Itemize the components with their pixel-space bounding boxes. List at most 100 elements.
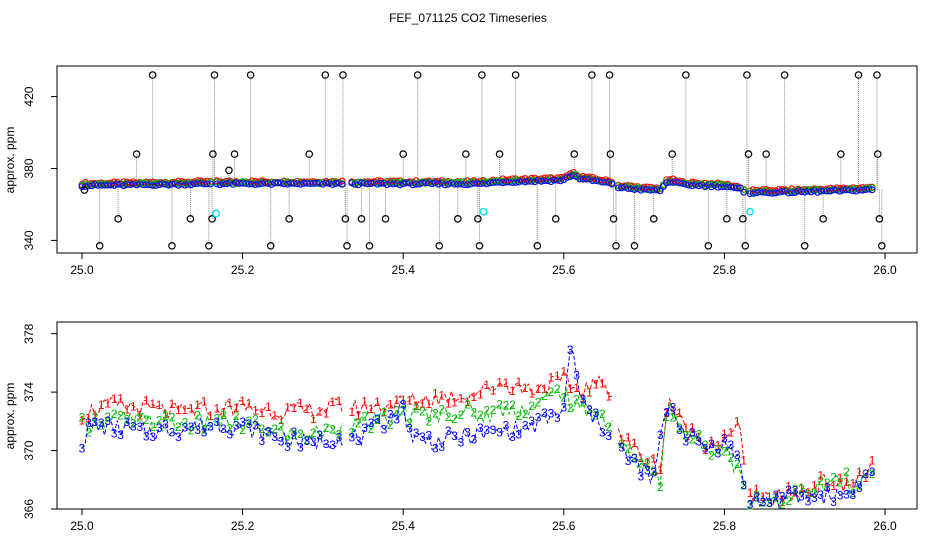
- series-point-3: 3: [638, 469, 645, 483]
- series-point-1: 1: [483, 378, 490, 392]
- series-point-2: 2: [792, 482, 799, 496]
- data-point: [692, 181, 699, 189]
- series-point-1: 1: [593, 378, 600, 392]
- series-point-2: 2: [638, 456, 645, 470]
- series-point-2: 2: [727, 451, 734, 465]
- series-point-1: 1: [702, 443, 709, 457]
- series-point-2: 2: [695, 427, 702, 441]
- series-point-2: 2: [471, 405, 478, 419]
- data-point: [868, 184, 876, 192]
- series-point-2: 2: [458, 408, 465, 422]
- spike-point: [800, 242, 809, 250]
- spike-point: [208, 215, 216, 223]
- bottom-panel: 1 1 11 1 1 11 111 1 111 1 1 1 1 111 11 11 1 1 1 11 11 1 1 111 11…: [3, 321, 918, 533]
- series-point-1: 1: [451, 396, 458, 410]
- series-point-2: 2: [278, 420, 285, 434]
- bottom-y-axis-label: approx. ppm: [3, 383, 17, 450]
- x-tick-label: 25.4: [392, 263, 416, 277]
- data-point: [216, 178, 224, 186]
- series-point-2: 2: [149, 420, 156, 434]
- data-point: [226, 179, 234, 187]
- series-point-3: 3: [323, 437, 330, 451]
- series-point-1: 1: [438, 388, 445, 402]
- series-point-2: 2: [464, 397, 471, 411]
- series-point-3: 3: [181, 421, 188, 435]
- series-point-2: 2: [426, 414, 433, 428]
- series-point-2: 2: [303, 433, 310, 447]
- series-point-2: 2: [772, 490, 779, 504]
- series-point-2: 2: [445, 410, 452, 424]
- series-point-1: 1: [130, 399, 137, 413]
- data-point: [348, 179, 356, 187]
- series-point-3: 3: [798, 490, 805, 504]
- spike-point: [305, 150, 314, 158]
- series-point-3: 3: [413, 426, 420, 440]
- series-point-2: 2: [721, 445, 728, 459]
- series-point-1: 1: [201, 394, 208, 408]
- spike-point: [341, 215, 350, 223]
- spike-point: [609, 215, 618, 223]
- series-point-2: 2: [824, 476, 831, 490]
- series-point-3: 3: [605, 429, 612, 443]
- series-point-2: 2: [438, 403, 445, 417]
- spike-point: [230, 150, 239, 158]
- x-tick-label: 26.0: [873, 263, 897, 277]
- x-tick-label: 25.0: [70, 263, 94, 277]
- series-point-2: 2: [156, 413, 163, 427]
- series-point-2: 2: [451, 412, 458, 426]
- series-point-1: 1: [599, 377, 606, 391]
- series-point-1: 1: [98, 398, 105, 412]
- data-point: [155, 179, 163, 186]
- data-point: [467, 178, 475, 186]
- series-point-1: 1: [727, 426, 734, 440]
- series-point-2: 2: [560, 390, 567, 404]
- series-point-3: 3: [92, 415, 99, 429]
- x-tick-label: 25.6: [552, 263, 576, 277]
- y-tick-label: 370: [22, 440, 36, 460]
- data-point: [602, 178, 610, 186]
- spike-point: [744, 150, 753, 158]
- y-tick-label: 380: [22, 158, 36, 178]
- series-point-1: 1: [766, 490, 773, 504]
- data-point: [332, 178, 340, 186]
- series-point-2: 2: [657, 480, 664, 494]
- series-point-3: 3: [509, 430, 516, 444]
- y-tick-label: 366: [22, 499, 36, 519]
- x-tick-label: 25.0: [70, 519, 94, 533]
- spike-point: [321, 71, 330, 79]
- top-y-axis: 340 380 420: [22, 86, 57, 250]
- data-point: [300, 179, 308, 187]
- series-point-3: 3: [785, 483, 792, 497]
- series-point-2: 2: [406, 416, 413, 430]
- series-point-3: 3: [451, 429, 458, 443]
- series-point-2: 2: [747, 498, 754, 512]
- series-point-1: 1: [265, 400, 272, 414]
- data-point: [322, 179, 330, 187]
- series-point-2: 2: [805, 487, 812, 501]
- spike-point: [551, 215, 560, 223]
- series-point-3: 3: [663, 406, 670, 420]
- data-point: [425, 179, 433, 187]
- series-point-1: 1: [426, 397, 433, 411]
- series-point-3: 3: [676, 423, 683, 437]
- spike-point: [357, 215, 366, 223]
- spike-point: [95, 242, 104, 250]
- series-point-3: 3: [143, 430, 150, 444]
- series-point-3: 3: [85, 416, 92, 430]
- series-point-1: 1: [734, 414, 741, 428]
- series-point-3: 3: [98, 416, 105, 430]
- series-point-1: 1: [336, 394, 343, 408]
- series-point-2: 2: [760, 496, 767, 510]
- series-point-3: 3: [734, 448, 741, 462]
- series-point-3: 3: [393, 412, 400, 426]
- series-point-3: 3: [188, 420, 195, 434]
- series-point-2: 2: [663, 410, 670, 424]
- series-point-3: 3: [368, 416, 375, 430]
- series-point-1: 1: [278, 413, 285, 427]
- series-point-2: 2: [843, 465, 850, 479]
- data-point: [447, 179, 455, 187]
- series-point-3: 3: [239, 415, 246, 429]
- series-point-1: 1: [638, 451, 645, 465]
- series-point-2: 2: [130, 416, 137, 430]
- series-point-2: 2: [381, 405, 388, 419]
